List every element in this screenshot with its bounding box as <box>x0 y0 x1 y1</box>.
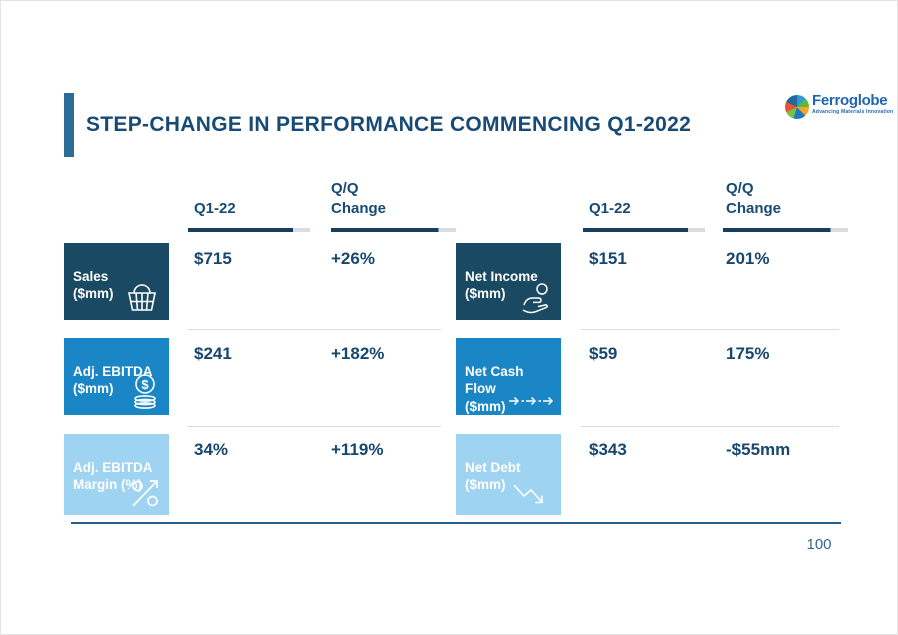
value-adj-ebitda-q1: $241 <box>194 344 232 363</box>
metric-box-net-income: Net Income ($mm) <box>456 243 561 320</box>
page-title: STEP-CHANGE IN PERFORMANCE COMMENCING Q1… <box>86 113 692 136</box>
basket-icon <box>122 279 162 315</box>
metric-label: Adj. EBITDA Margin (%) <box>73 459 153 493</box>
left-header-q1-underline <box>188 228 310 232</box>
left-header-qq-underline <box>331 228 456 232</box>
metric-box-sales: Sales ($mm) <box>64 243 169 320</box>
metric-box-adj-ebitda: Adj. EBITDA ($mm) $ <box>64 338 169 415</box>
right-header-qq: Q/Q Change <box>726 180 782 218</box>
globe-icon <box>785 95 809 119</box>
row-separator <box>581 329 839 330</box>
value-net-income-q1: $151 <box>589 249 627 268</box>
value-net-income-qq: 201% <box>726 249 770 268</box>
down-zigzag-arrow-icon <box>511 481 551 507</box>
row-separator <box>188 426 441 427</box>
logo-text: Ferroglobe Advancing Materials Innovatio… <box>812 93 893 115</box>
hand-coin-icon <box>516 281 554 315</box>
footer-line <box>71 522 841 524</box>
percent-arrow-icon <box>128 476 162 510</box>
svg-text:$: $ <box>141 377 149 392</box>
value-sales-q1: $715 <box>194 249 232 268</box>
page-number: 100 <box>806 536 832 553</box>
value-net-debt-q1: $343 <box>589 440 627 459</box>
metric-label: Net Cash Flow ($mm) <box>465 363 524 414</box>
value-adj-ebitda-margin-qq: +119% <box>331 440 384 459</box>
row-separator <box>188 329 441 330</box>
right-header-q1: Q1-22 <box>589 200 631 217</box>
metric-box-net-debt: Net Debt ($mm) <box>456 434 561 515</box>
left-header-q1: Q1-22 <box>194 200 236 217</box>
left-header-qq: Q/Q Change <box>331 180 387 218</box>
metric-label: Adj. EBITDA ($mm) <box>73 363 153 397</box>
metric-box-net-cash-flow: Net Cash Flow ($mm) <box>456 338 561 415</box>
value-net-cash-flow-q1: $59 <box>589 344 618 363</box>
ferroglobe-logo: Ferroglobe Advancing Materials Innovatio… <box>785 93 893 119</box>
title-accent-bar <box>64 93 74 157</box>
metric-box-adj-ebitda-margin: Adj. EBITDA Margin (%) <box>64 434 169 515</box>
value-adj-ebitda-margin-q1: 34% <box>194 440 229 459</box>
value-sales-qq: +26% <box>331 249 375 268</box>
right-header-qq-underline <box>723 228 848 232</box>
value-net-debt-qq: -$55mm <box>726 440 791 459</box>
right-header-q1-underline <box>583 228 705 232</box>
metric-label: Sales ($mm) <box>73 268 114 302</box>
metric-label: Net Income ($mm) <box>465 268 538 302</box>
coins-icon: $ <box>126 372 162 410</box>
metric-label: Net Debt ($mm) <box>465 459 521 493</box>
logo-name: Ferroglobe <box>812 92 888 109</box>
row-separator <box>581 426 839 427</box>
value-adj-ebitda-qq: +182% <box>331 344 385 363</box>
dashed-arrows-icon <box>509 396 555 406</box>
logo-tagline: Advancing Materials Innovation <box>812 109 894 115</box>
value-net-cash-flow-qq: 175% <box>726 344 770 363</box>
